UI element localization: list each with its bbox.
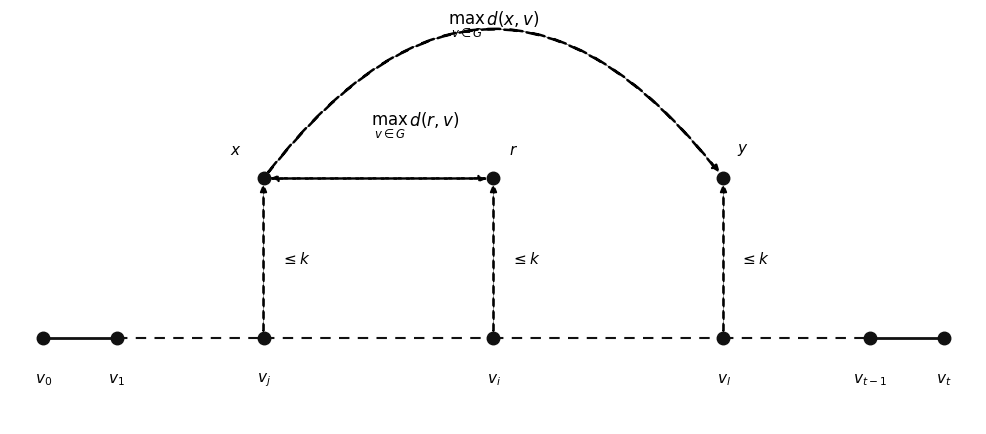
Text: $v_l$: $v_l$ [716,372,730,388]
FancyArrowPatch shape [490,186,496,331]
Text: $\underset{v\in G}{\max}\, d(r,v)$: $\underset{v\in G}{\max}\, d(r,v)$ [371,110,458,139]
Text: $v_t$: $v_t$ [935,372,951,388]
Text: $v_1$: $v_1$ [108,372,125,388]
Text: $\leq k$: $\leq k$ [281,250,311,266]
Text: $v_i$: $v_i$ [486,372,500,388]
FancyArrowPatch shape [268,30,718,173]
Text: $v_j$: $v_j$ [256,371,270,388]
FancyArrowPatch shape [260,186,266,331]
Text: $r$: $r$ [508,142,517,157]
FancyArrowPatch shape [271,176,485,182]
Text: $y$: $y$ [737,142,748,158]
FancyArrowPatch shape [720,186,726,331]
Text: $\leq k$: $\leq k$ [740,250,769,266]
Text: $\underset{v\in G}{\max}\, d(x,v)$: $\underset{v\in G}{\max}\, d(x,v)$ [448,10,538,39]
Text: $v_0$: $v_0$ [35,372,52,388]
Text: $v_{t-1}$: $v_{t-1}$ [853,372,886,388]
Text: $x$: $x$ [230,142,242,157]
Text: $\leq k$: $\leq k$ [511,250,540,266]
FancyArrowPatch shape [271,176,485,182]
